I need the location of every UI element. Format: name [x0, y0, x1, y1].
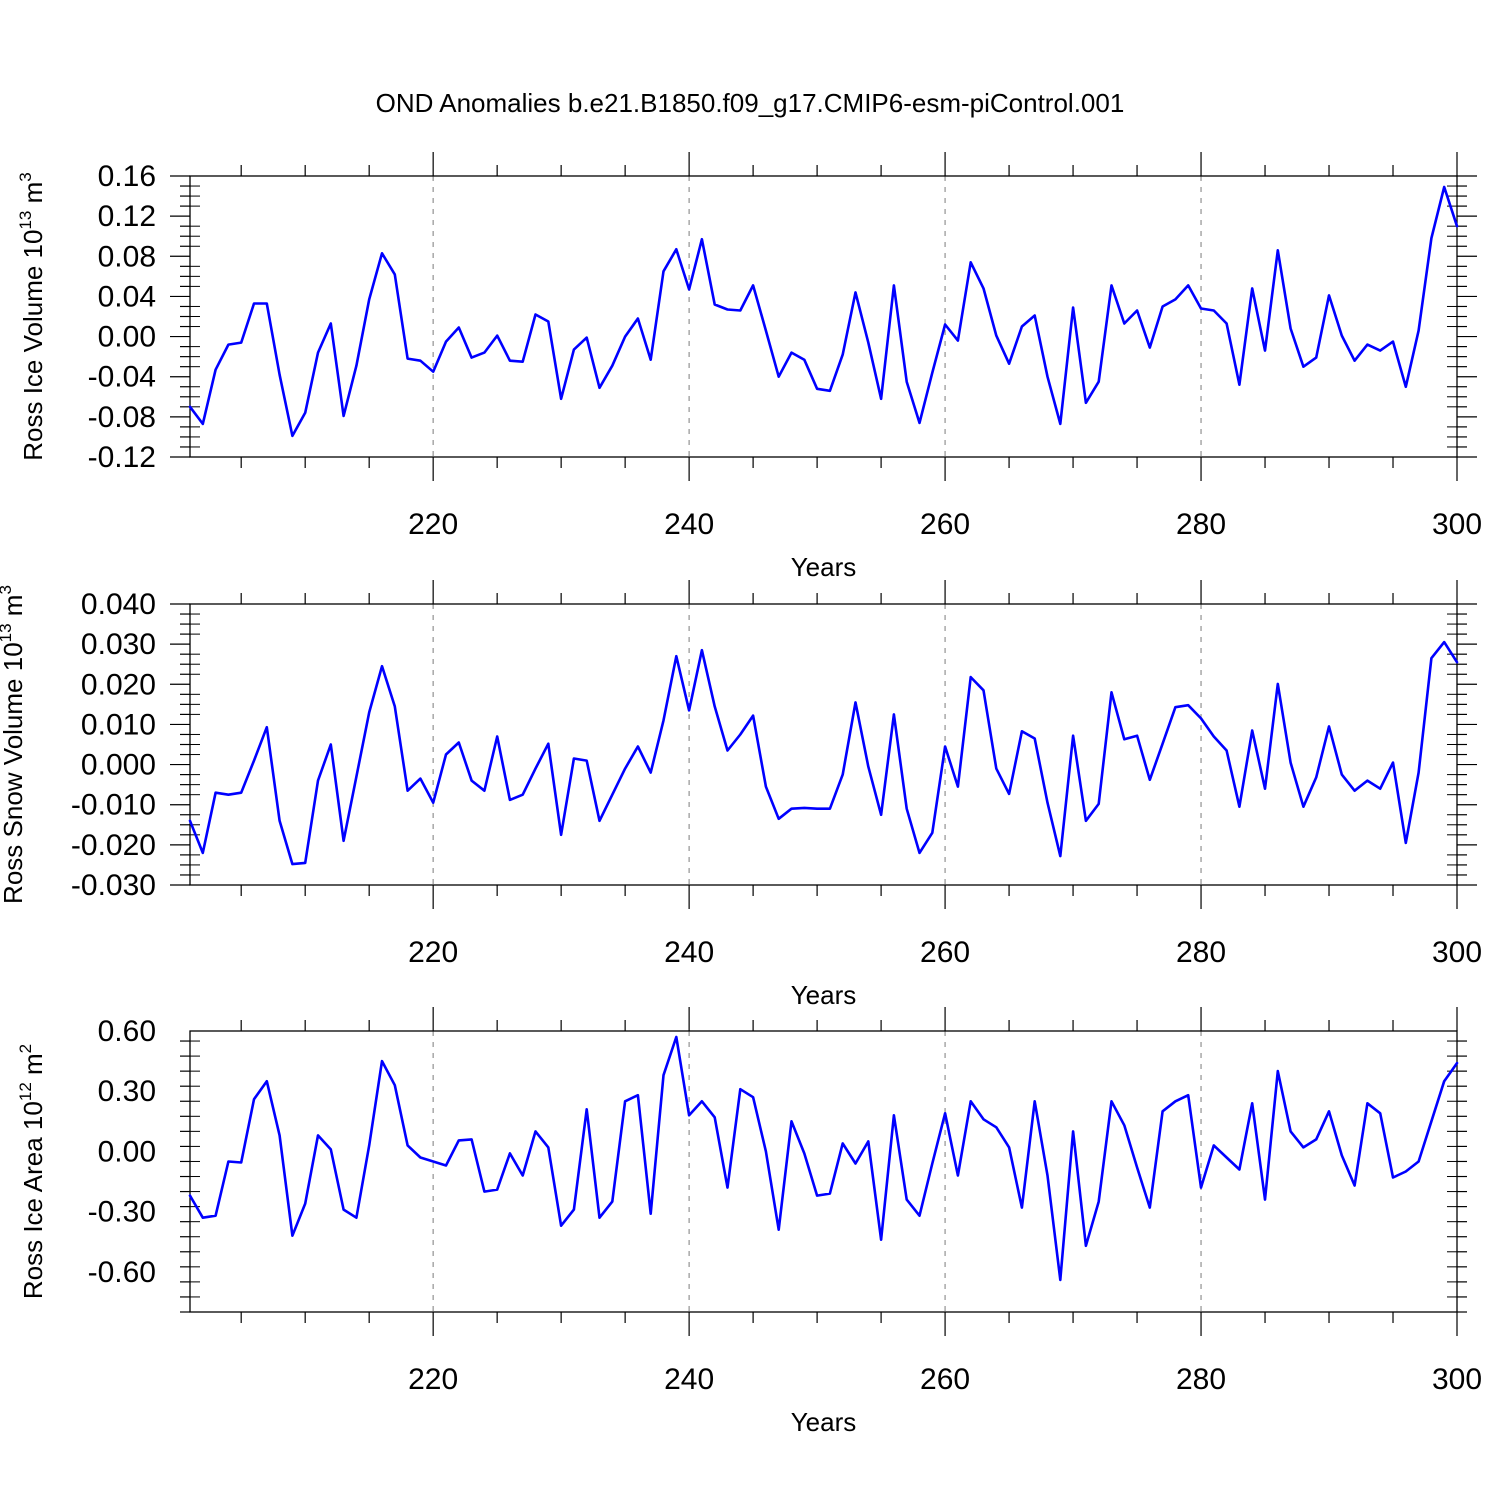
x-tick-label: 240	[664, 936, 714, 969]
y-axis-label: Ross Ice Volume 1013 m3	[16, 172, 48, 461]
series-line	[188, 640, 1459, 866]
plot-frame	[189, 175, 1458, 458]
y-tick-label: 0.040	[81, 588, 156, 621]
y-tick-label: 0.08	[98, 240, 156, 273]
panel-2: -0.030 -0.020 -0.010 0.000 0.010 0.020 0.030 0.…	[0, 580, 1482, 1010]
x-tick-label: 220	[408, 936, 458, 969]
x-tick-label: 260	[920, 936, 970, 969]
y-tick-label: 0.030	[81, 628, 156, 661]
y-tick-label: 0.020	[81, 668, 156, 701]
y-tick-label: 0.16	[98, 160, 156, 193]
y-tick-label: 0.12	[98, 200, 156, 233]
x-axis-label: Years	[791, 552, 857, 582]
plot-frame	[189, 603, 1458, 886]
x-tick-label: 260	[920, 508, 970, 541]
x-tick-label: 260	[920, 1363, 970, 1396]
y-tick-label: -0.020	[71, 829, 156, 862]
x-tick-label: 280	[1176, 936, 1226, 969]
y-tick-label: -0.010	[71, 789, 156, 822]
panel-3: -0.60 -0.30 0.00 0.30 0.60 220 240 260 280 300 Yea…	[16, 1007, 1482, 1437]
y-tick-label: -0.30	[88, 1196, 156, 1229]
y-tick-label: -0.60	[88, 1256, 156, 1289]
x-tick-label: 240	[664, 1363, 714, 1396]
y-tick-label: 0.60	[98, 1015, 156, 1048]
plot-frame	[189, 1030, 1458, 1313]
y-tick-label: -0.12	[88, 441, 156, 474]
x-tick-label: 240	[664, 508, 714, 541]
series-line	[188, 1035, 1459, 1282]
x-tick-label: 220	[408, 1363, 458, 1396]
series-line	[188, 185, 1459, 438]
y-tick-label: 0.010	[81, 708, 156, 741]
y-tick-label: 0.00	[98, 321, 156, 354]
y-tick-label: 0.30	[98, 1075, 156, 1108]
y-tick-label: -0.08	[88, 401, 156, 434]
chart-title: OND Anomalies b.e21.B1850.f09_g17.CMIP6-…	[376, 88, 1125, 118]
y-tick-label: -0.030	[71, 869, 156, 902]
x-axis-label: Years	[791, 980, 857, 1010]
panels: -0.12 -0.08 -0.04 0.00 0.04 0.08 0.12 0.16 220 24…	[0, 152, 1482, 1437]
y-tick-label: -0.04	[88, 361, 156, 394]
x-tick-label: 300	[1432, 936, 1482, 969]
y-tick-label: 0.04	[98, 280, 156, 313]
x-tick-label: 280	[1176, 508, 1226, 541]
y-axis-label: Ross Ice Area 1012 m2	[16, 1044, 48, 1299]
y-tick-label: 0.000	[81, 749, 156, 782]
x-tick-label: 300	[1432, 1363, 1482, 1396]
x-tick-label: 300	[1432, 508, 1482, 541]
x-axis-label: Years	[791, 1407, 857, 1437]
x-tick-label: 220	[408, 508, 458, 541]
x-tick-label: 280	[1176, 1363, 1226, 1396]
y-tick-label: 0.00	[98, 1135, 156, 1168]
panel-1: -0.12 -0.08 -0.04 0.00 0.04 0.08 0.12 0.16 220 24…	[16, 152, 1482, 582]
y-axis-label: Ross Snow Volume 1013 m3	[0, 585, 28, 904]
